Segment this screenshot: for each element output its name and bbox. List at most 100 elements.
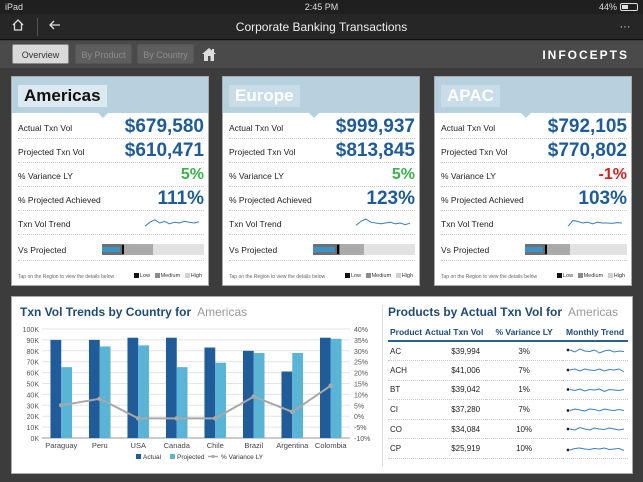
x-tick-label: USA [131,441,146,450]
table-row[interactable]: BT $39,042 1% [388,380,628,401]
product-actual: $39,042 [422,380,487,401]
region-card-americas[interactable]: Americas Actual Txn Vol $679,580 Project… [11,76,209,286]
actual-txn-value: $999,937 [335,116,415,137]
legend-high: High [401,273,413,279]
bar-actual-argentina [281,371,293,438]
metric-row-projected: Projected Txn Vol $813,845 [229,139,415,163]
bullet-target-marker [122,245,125,254]
y-left-tick-label: 0K [30,436,39,443]
metric-row-actual: Actual Txn Vol $679,580 [18,115,204,139]
actual-txn-value: $792,105 [547,116,627,137]
y-left-tick-label: 60K [27,371,40,378]
metric-row-vs-projected: Vs Projected [441,237,627,261]
variance-point-usa [135,416,141,421]
txn-vol-sparkline [144,219,200,227]
trend-start-dot [566,408,570,412]
product-code: CI [388,399,423,420]
col-header-product: Product [388,325,423,342]
legend-medium: Medium [160,273,181,279]
metric-row-achieved: % Projected Achieved 123% [229,187,415,211]
metric-label: % Projected Achieved [229,195,312,205]
x-tick-label: Paraguay [45,441,77,450]
table-row[interactable]: AC $39,994 3% [388,341,628,362]
home-icon[interactable] [8,18,28,36]
variance-value: 5% [391,166,415,183]
bar-actual-brazil [242,350,254,438]
legend-variance: % Variance LY [221,454,264,461]
bullet-actual-bar [525,247,544,252]
back-arrow-icon[interactable] [45,18,65,36]
metric-label: Txn Vol Trend [441,219,494,229]
tab-by-country[interactable]: By Country [137,44,194,64]
region-card-apac[interactable]: APAC Actual Txn Vol $792,105 Projected T… [434,76,632,286]
more-options-icon[interactable]: ··· [619,21,631,33]
table-row[interactable]: ACH $41,006 7% [388,360,628,381]
y-left-tick-label: 40K [27,392,40,399]
metric-label: Projected Txn Vol [229,147,296,157]
projected-txn-value: $610,471 [124,140,204,161]
product-variance: 10% [486,438,563,460]
panel-divider [382,305,383,467]
trends-region-name: Americas [197,305,248,319]
metric-label: Vs Projected [229,245,278,255]
region-card-europe[interactable]: Europe Actual Txn Vol $999,937 Projected… [222,76,420,286]
metric-row-trend: Txn Vol Trend [18,211,204,235]
variance-point-canada [174,416,180,421]
product-trend-cell [562,419,628,440]
monthly-trend-sparkline [566,447,625,452]
header-pointer [309,113,319,118]
trend-start-dot [566,427,570,431]
metric-label: Txn Vol Trend [18,219,71,229]
x-tick-label: Chile [207,441,224,450]
region-name: Americas [18,85,107,107]
table-row[interactable]: CI $37,280 7% [388,399,628,420]
status-time: 2:45 PM [304,2,339,12]
legend-swatch-medium [154,273,160,279]
bullet-legend: Low Medium High [554,273,625,279]
products-title-text: Products by Actual Txn Vol for [388,305,563,319]
col-header-variance: % Variance LY [486,325,563,342]
y-left-tick-label: 90K [27,338,40,345]
battery-icon [620,3,638,11]
bullet-medium-band [102,244,153,255]
products-region-name: Americas [568,305,619,319]
trend-line [569,368,625,373]
bar-actual-peru [88,339,100,438]
tab-overview[interactable]: Overview [12,44,69,64]
x-tick-label: Argentina [276,441,309,450]
x-tick-label: Peru [92,441,108,450]
legend-medium: Medium [371,273,392,279]
home-icon[interactable] [201,46,217,62]
trend-line [569,388,625,393]
trends-title-text: Txn Vol Trends by Country for [20,305,192,319]
bar-actual-canada [165,337,177,438]
region-card-header: Europe [223,77,419,113]
y-left-tick-label: 100K [23,327,40,334]
legend-low: Low [350,273,362,279]
tab-by-product[interactable]: By Product [75,44,132,64]
metric-label: Actual Txn Vol [18,123,73,133]
table-row[interactable]: CO $34,084 10% [388,419,628,440]
region-card-header: Americas [12,77,208,113]
projected-txn-value: $813,845 [335,140,415,161]
bullet-target-marker [545,245,548,254]
trend-start-dot [566,348,570,352]
legend-low: Low [562,273,574,279]
y-right-tick-label: 0% [354,414,364,421]
card-footer-note: Tap on the Region to view the details be… [229,274,326,280]
bullet-target-marker [337,245,340,254]
y-left-tick-label: 30K [27,403,40,410]
y-right-tick-label: 5% [354,403,364,410]
country-trend-chart: 0K 10K 20K 30K 40K 50K 60K 70K 80K 90K 100K -10% -5%… [23,327,371,461]
trend-start-dot [566,448,570,452]
monthly-trend-sparkline [566,388,625,393]
variance-point-colombia [328,383,334,388]
txn-vol-sparkline [355,218,411,226]
metric-label: % Variance LY [441,171,496,181]
brand-logo: INFOCEPTS [542,48,629,62]
legend-swatch-medium [577,273,583,279]
metric-row-projected: Projected Txn Vol $770,802 [441,139,627,163]
legend-medium: Medium [583,273,604,279]
table-row[interactable]: CP $25,919 10% [388,438,628,460]
bullet-actual-bar [102,247,121,252]
